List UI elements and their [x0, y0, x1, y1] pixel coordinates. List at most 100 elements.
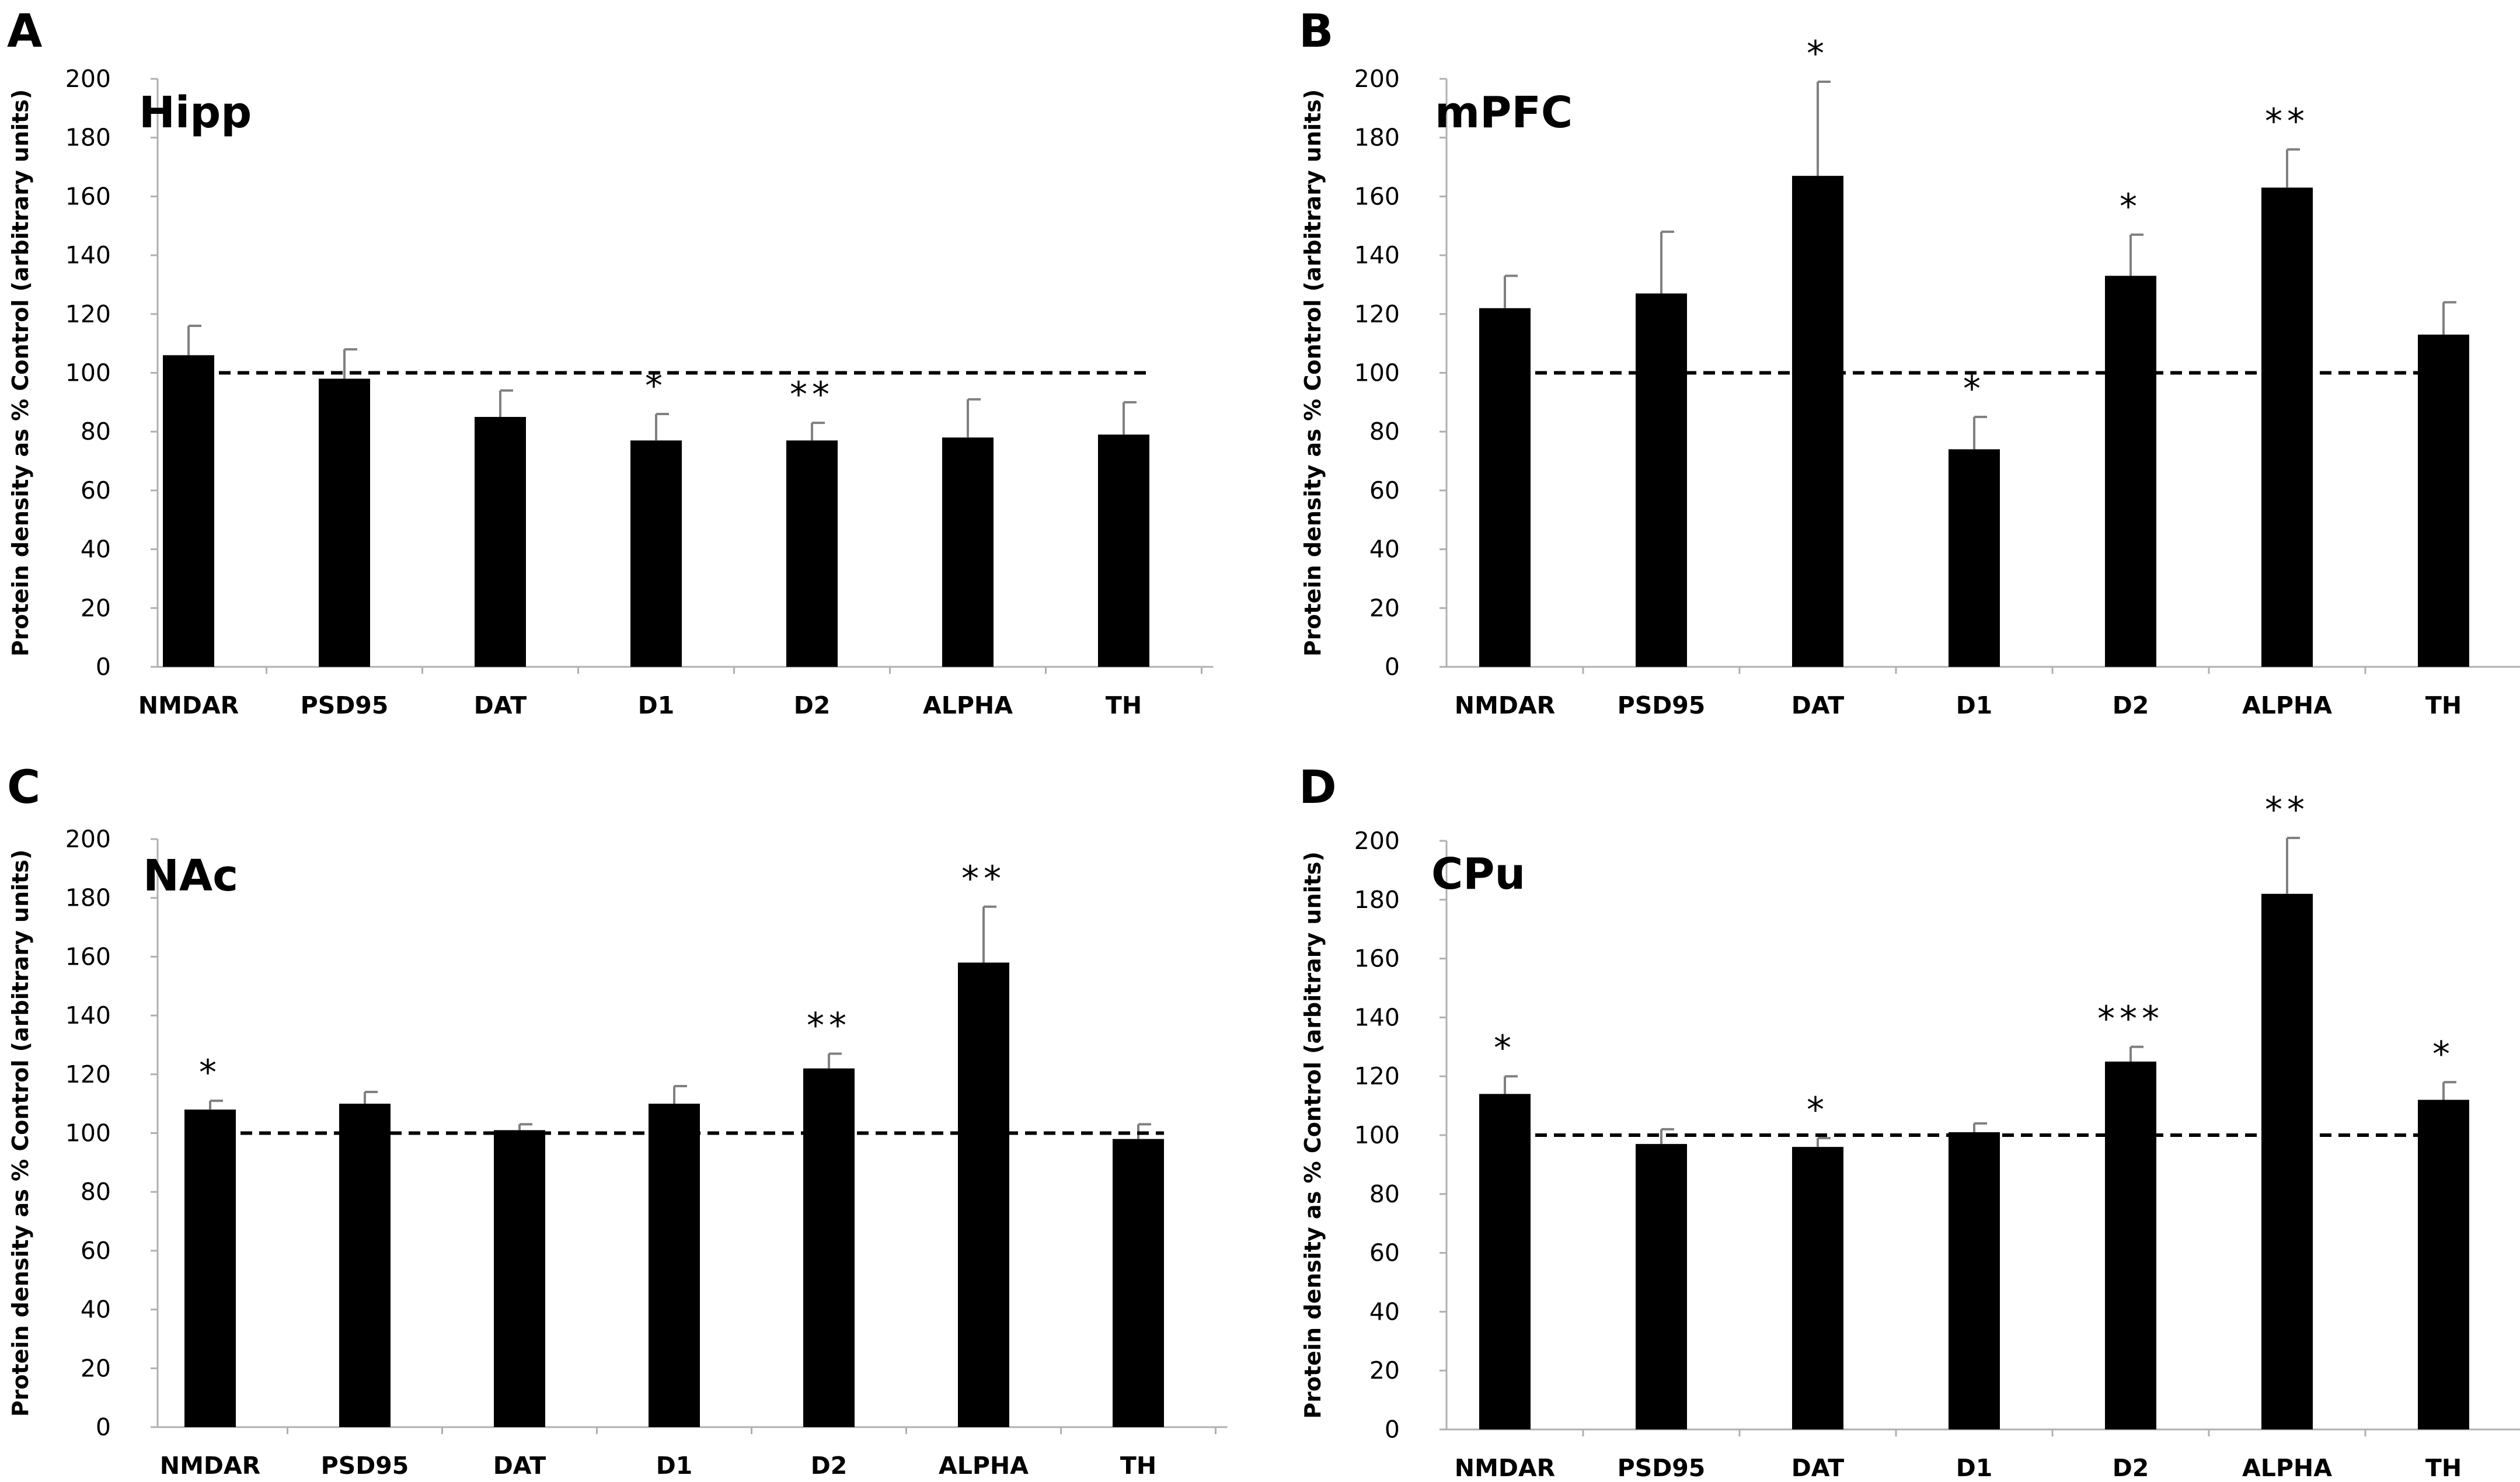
panel-c-letter: C — [7, 761, 40, 814]
panel-a-ytick-label: 80 — [81, 418, 111, 446]
panel-d-xtick-label: D2 — [2113, 1454, 2149, 1482]
panel-a-xtick-label: TH — [1106, 691, 1142, 719]
panel-c-bar-nmdar — [184, 1109, 236, 1427]
panel-a-title: Hipp — [139, 88, 252, 138]
panel-a-bar-alpha — [942, 437, 994, 667]
panel-a-xtick-label: DAT — [474, 691, 527, 719]
panel-c-bar-psd95 — [339, 1104, 391, 1427]
panel-d-letter: D — [1299, 761, 1337, 814]
panel-c-xtick-label: D2 — [811, 1452, 848, 1480]
panel-c-title: NAc — [143, 851, 238, 901]
panel-a-ytick-label: 60 — [81, 476, 111, 505]
panel-b-ytick-label: 160 — [1354, 182, 1400, 210]
panel-b-ytick-label: 140 — [1354, 241, 1400, 269]
panel-a-ytick-label: 180 — [65, 124, 111, 152]
panel-d-xtick-label: ALPHA — [2242, 1454, 2332, 1482]
panel-c-ytick-label: 140 — [65, 1001, 111, 1029]
panel-a-significance-d2: ** — [790, 374, 834, 415]
panel-c-ytick-label: 40 — [81, 1296, 111, 1324]
panel-d-ytick-label: 160 — [1354, 945, 1400, 973]
panel-d-bar-d1 — [1949, 1132, 2000, 1429]
panel-d-ytick-label: 100 — [1354, 1121, 1400, 1149]
panel-b-bar-alpha — [2261, 187, 2313, 667]
panel-c-ytick-label: 120 — [65, 1060, 111, 1088]
panel-b-ytick-label: 120 — [1354, 300, 1400, 328]
panel-a-ytick-label: 140 — [65, 241, 111, 269]
panel-c-bar-dat — [494, 1130, 545, 1427]
panel-b-xtick-label: D1 — [1956, 691, 1993, 719]
panel-d-ylabel: Protein density as % Control (arbitrary … — [1300, 851, 1326, 1418]
panel-d-ytick-label: 180 — [1354, 886, 1400, 914]
panel-d-ytick-label: 40 — [1369, 1297, 1400, 1326]
panel-b-bar-psd95 — [1636, 293, 1687, 667]
panel-d-ytick-label: 200 — [1354, 827, 1400, 855]
panel-c-ylabel: Protein density as % Control (arbitrary … — [8, 850, 33, 1417]
panel-b-significance-alpha: ** — [2265, 101, 2309, 142]
panel-d-significance-dat: * — [1807, 1090, 1829, 1130]
panel-c-bar-d1 — [649, 1104, 700, 1427]
panel-d-ytick-label: 140 — [1354, 1003, 1400, 1031]
panel-c-bar-d2 — [803, 1068, 855, 1427]
panel-c-significance-alpha: ** — [961, 858, 1006, 899]
panel-d-ytick-label: 80 — [1369, 1180, 1400, 1208]
panel-b-title: mPFC — [1435, 88, 1573, 138]
panel-d-xtick-label: TH — [2425, 1454, 2462, 1482]
panel-b-ylabel: Protein density as % Control (arbitrary … — [1300, 89, 1326, 656]
panel-a-xtick-label: D1 — [638, 691, 675, 719]
panel-b-letter: B — [1299, 5, 1333, 58]
panel-c-xtick-label: NMDAR — [160, 1452, 260, 1480]
panel-d-ytick-label: 0 — [1385, 1415, 1400, 1443]
panel-c-ytick-label: 80 — [81, 1178, 111, 1206]
panel-b-ytick-label: 100 — [1354, 359, 1400, 387]
panel-d-xtick-label: NMDAR — [1455, 1454, 1555, 1482]
panel-c-ytick-label: 200 — [65, 825, 111, 853]
panel-b-ytick-label: 200 — [1354, 65, 1400, 93]
panel-d-xtick-label: DAT — [1791, 1454, 1845, 1482]
panel-d-ytick-label: 60 — [1369, 1239, 1400, 1267]
panel-a-ytick-label: 200 — [65, 65, 111, 93]
panel-d-ytick-label: 20 — [1369, 1356, 1400, 1384]
panel-b-significance-dat: * — [1807, 33, 1829, 74]
panel-a-bar-psd95 — [319, 378, 370, 667]
panel-d-bar-th — [2418, 1100, 2469, 1429]
panel-c-xtick-label: DAT — [493, 1452, 546, 1480]
panel-a-bar-dat — [475, 417, 526, 667]
panel-d-significance-th: * — [2432, 1034, 2455, 1074]
panel-b-significance-d1: * — [1963, 368, 1985, 409]
panel-d-bar-psd95 — [1636, 1144, 1687, 1429]
panel-d-significance-nmdar: * — [1494, 1028, 1516, 1069]
panel-a-ytick-label: 160 — [65, 182, 111, 210]
panel-b-ytick-label: 20 — [1369, 594, 1400, 622]
panel-a-bar-nmdar — [163, 355, 214, 667]
panel-b-xtick-label: PSD95 — [1618, 691, 1706, 719]
panel-a-ytick-label: 20 — [81, 594, 111, 622]
panel-d-ytick-label: 120 — [1354, 1062, 1400, 1090]
panel-c-ytick-label: 20 — [81, 1354, 111, 1382]
panel-d-xtick-label: D1 — [1956, 1454, 1993, 1482]
panel-b-xtick-label: NMDAR — [1455, 691, 1555, 719]
panel-a-xtick-label: ALPHA — [923, 691, 1013, 719]
panel-b-xtick-label: TH — [2425, 691, 2462, 719]
panel-b-xtick-label: D2 — [2113, 691, 2149, 719]
panel-a-bar-th — [1098, 434, 1149, 667]
panel-c-ytick-label: 160 — [65, 942, 111, 970]
panel-b-bar-th — [2418, 335, 2469, 667]
panel-c-ytick-label: 60 — [81, 1237, 111, 1265]
panel-b-ytick-label: 40 — [1369, 535, 1400, 563]
panel-a-xtick-label: PSD95 — [301, 691, 389, 719]
panel-c-xtick-label: ALPHA — [939, 1452, 1029, 1480]
panel-c-ytick-label: 100 — [65, 1119, 111, 1147]
panel-a-ytick-label: 0 — [96, 653, 111, 681]
panel-d-significance-d2: *** — [2097, 999, 2164, 1039]
panel-b-ytick-label: 80 — [1369, 418, 1400, 446]
panel-a-ylabel: Protein density as % Control (arbitrary … — [8, 89, 33, 656]
panel-d-bar-dat — [1792, 1147, 1843, 1429]
panel-b-bar-d1 — [1949, 449, 2000, 667]
panel-b-ytick-label: 60 — [1369, 476, 1400, 505]
panel-c-significance-nmdar: * — [199, 1052, 221, 1093]
panel-c-bar-alpha — [958, 962, 1009, 1427]
panel-a-bar-d2 — [786, 440, 838, 667]
panel-d-bar-d2 — [2105, 1062, 2156, 1429]
panel-b-bar-d2 — [2105, 276, 2156, 667]
